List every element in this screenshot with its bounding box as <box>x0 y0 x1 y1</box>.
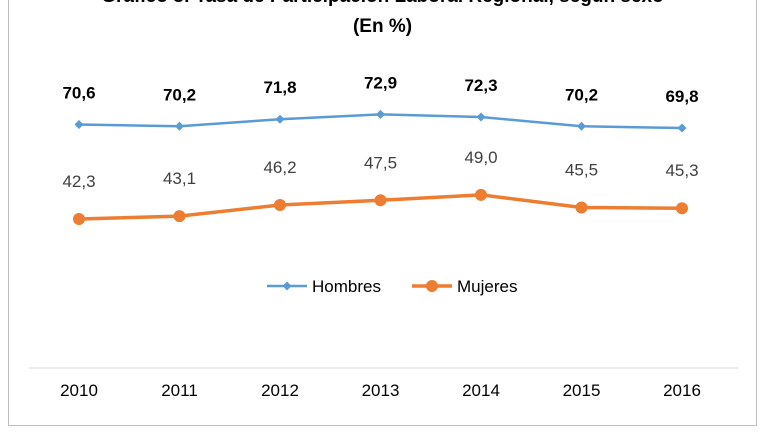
data-point-marker <box>577 121 586 131</box>
data-label: 70,2 <box>565 85 598 104</box>
data-label: 49,0 <box>464 148 497 167</box>
data-point-marker <box>73 213 85 225</box>
line-chart: 2010 2011 2012 2013 2014 2015 2016 70,6 70,2 71,8… <box>29 73 738 400</box>
legend-label-hombres: Hombres <box>312 277 381 296</box>
data-point-marker <box>475 188 487 201</box>
data-point-marker <box>275 114 285 124</box>
legend-marker-mujeres <box>426 280 438 292</box>
data-point-marker <box>575 201 588 214</box>
x-tick-label: 2016 <box>663 381 701 400</box>
data-label: 69,8 <box>665 87 698 106</box>
data-label: 42,3 <box>62 172 95 191</box>
data-point-marker <box>676 202 688 215</box>
x-tick-label: 2014 <box>462 381 500 400</box>
x-tick-label: 2015 <box>563 381 601 400</box>
data-point-marker <box>173 210 186 223</box>
x-tick-label: 2013 <box>362 381 400 400</box>
x-tick-label: 2011 <box>161 381 198 400</box>
chart-frame: Gráfico 8: Tasa de Participación Laboral… <box>8 0 757 426</box>
chart-subtitle: (En %) <box>352 16 413 37</box>
data-point-marker <box>476 112 486 122</box>
data-label: 71,8 <box>263 78 296 97</box>
legend-label-mujeres: Mujeres <box>457 277 517 296</box>
data-point-marker <box>677 123 687 133</box>
data-point-marker <box>175 121 184 131</box>
data-label: 45,5 <box>565 160 598 179</box>
data-label: 72,9 <box>364 73 397 92</box>
x-tick-label: 2012 <box>261 381 299 400</box>
data-label: 43,1 <box>163 169 196 188</box>
data-point-marker <box>274 198 286 211</box>
data-point-marker <box>374 194 387 207</box>
data-label: 47,5 <box>364 153 397 172</box>
data-label: 45,3 <box>665 161 698 180</box>
data-label: 70,2 <box>163 85 196 104</box>
x-tick-label: 2010 <box>60 381 98 400</box>
legend-marker-hombres <box>282 281 292 291</box>
data-label: 72,3 <box>464 76 497 95</box>
data-label: 70,6 <box>62 84 95 103</box>
data-point-marker <box>74 120 84 129</box>
data-label: 46,2 <box>263 158 296 177</box>
data-point-marker <box>376 109 385 119</box>
chart-title: Gráfico 8: Tasa de Participación Laboral… <box>9 0 756 8</box>
